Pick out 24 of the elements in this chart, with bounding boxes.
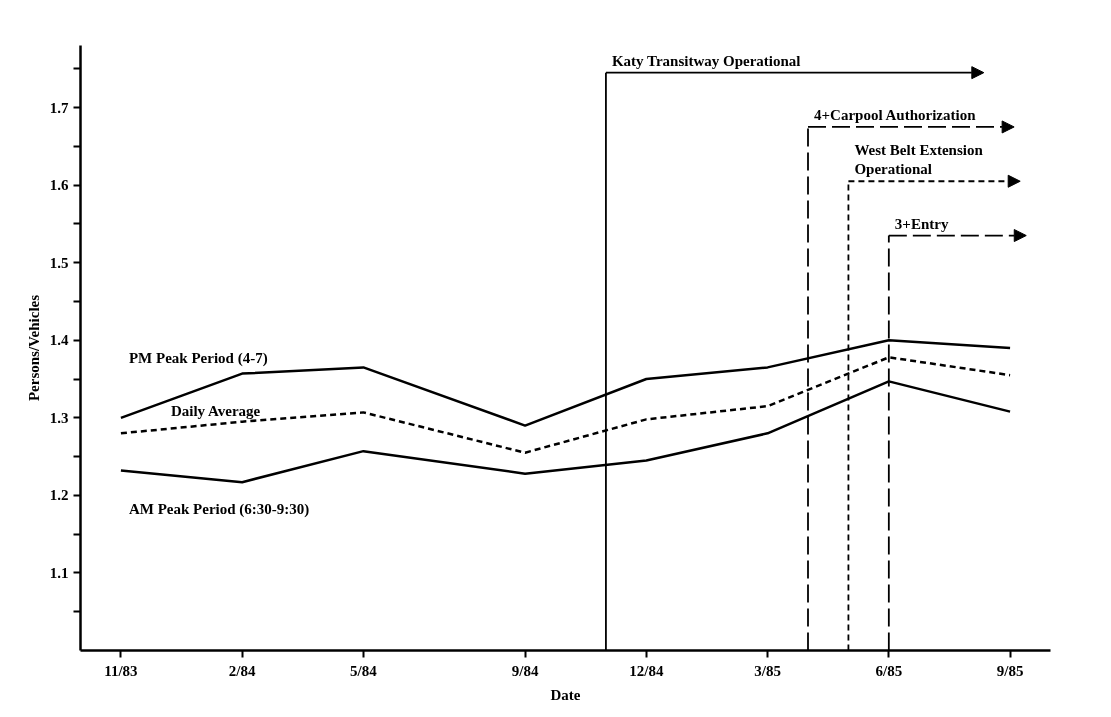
series-label: PM Peak Period (4-7) xyxy=(128,349,268,367)
x-tick-label: 9/84 xyxy=(511,662,539,679)
x-tick-label: 5/84 xyxy=(350,662,378,679)
x-tick-label: 2/84 xyxy=(228,662,256,679)
series-label: Daily Average xyxy=(170,403,261,420)
y-tick-label: 1.6 xyxy=(49,177,69,194)
ref-line-label: Katy Transitway Operational xyxy=(611,52,801,69)
ref-line-label: 4+Carpool Authorization xyxy=(814,106,977,123)
y-tick-label: 1.5 xyxy=(49,254,69,271)
ref-line-label: 3+Entry xyxy=(894,215,949,232)
x-tick-label: 9/85 xyxy=(996,662,1024,679)
series-label: AM Peak Period (6:30-9:30) xyxy=(128,500,310,518)
y-tick-label: 1.7 xyxy=(49,99,69,116)
x-axis-title: Date xyxy=(550,686,581,703)
x-tick-label: 3/85 xyxy=(754,662,781,679)
y-tick-label: 1.3 xyxy=(49,409,69,426)
y-axis-title: Persons/Vehicles xyxy=(25,294,42,402)
y-tick-label: 1.2 xyxy=(49,487,69,504)
y-tick-label: 1.4 xyxy=(49,332,69,349)
x-tick-label: 12/84 xyxy=(629,662,664,679)
ref-line-label: West Belt Extension Operational xyxy=(854,142,984,178)
y-tick-label: 1.1 xyxy=(49,564,69,581)
x-tick-label: 6/85 xyxy=(875,662,903,679)
x-tick-label: 11/83 xyxy=(104,662,138,679)
